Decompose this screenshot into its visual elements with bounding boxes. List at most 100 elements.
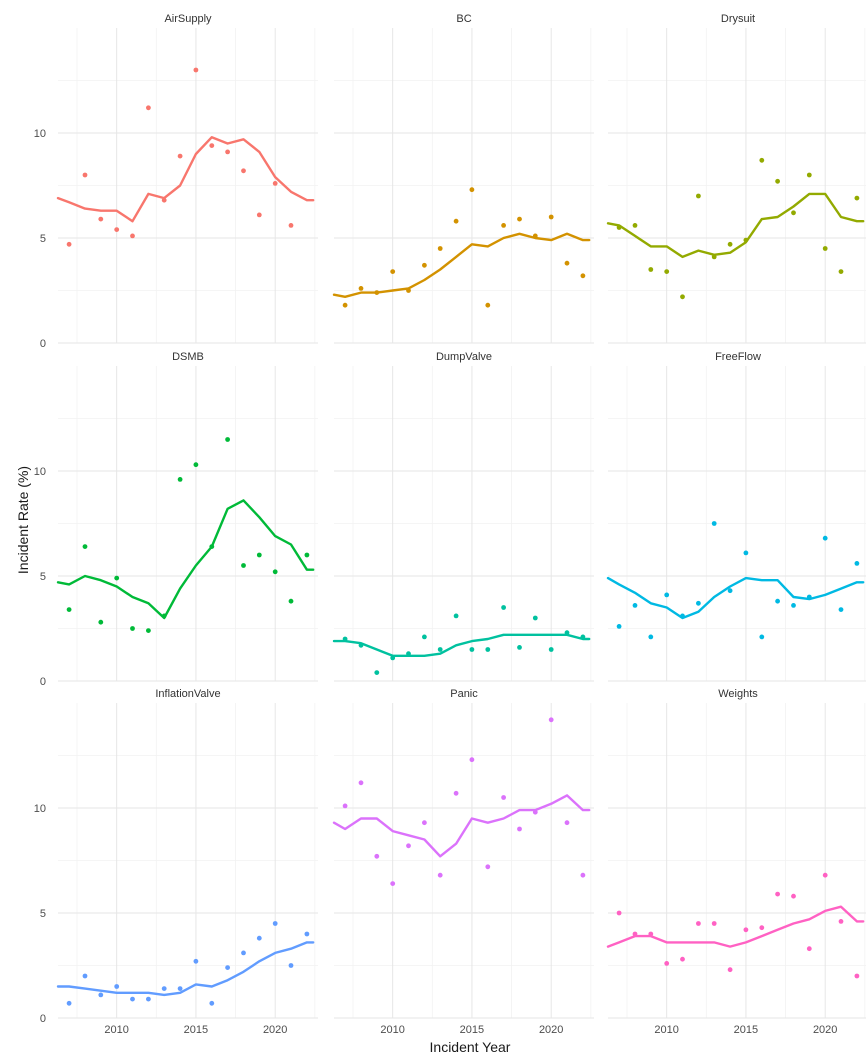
data-point: [66, 1000, 72, 1006]
data-point: [548, 214, 554, 220]
y-tick-label: 5: [40, 908, 46, 920]
x-tick-label: 2010: [104, 1024, 128, 1036]
data-point: [225, 437, 231, 442]
x-tick-label: 2015: [460, 1024, 484, 1036]
data-point: [469, 647, 475, 652]
data-point: [485, 864, 491, 870]
data-point: [130, 996, 135, 1002]
data-point: [374, 290, 380, 295]
trend-line: [332, 633, 591, 657]
data-point: [854, 195, 860, 201]
data-point: [564, 630, 570, 636]
data-point: [854, 973, 860, 979]
data-point: [775, 178, 780, 184]
trend-line: [606, 192, 865, 259]
data-point: [98, 216, 104, 222]
data-point: [680, 613, 685, 619]
panel-weights: Weights 2010 2015 2020: [606, 688, 866, 1036]
panel-inflationvalve: InflationValve 0 5 10 2010 2015 2020: [34, 688, 318, 1036]
data-point: [727, 588, 733, 594]
y-tick-label: 0: [40, 338, 46, 350]
data-point: [146, 105, 151, 111]
data-point: [193, 67, 199, 73]
data-point: [664, 592, 670, 598]
data-point: [485, 647, 491, 652]
data-point: [146, 996, 151, 1002]
data-point: [358, 286, 364, 291]
x-tick-label: 2010: [380, 1024, 404, 1036]
data-point: [838, 607, 844, 612]
x-tick-label: 2020: [539, 1024, 563, 1036]
panel-panic: Panic 2010 2015 2020: [332, 688, 594, 1036]
data-point: [743, 550, 749, 556]
data-point: [225, 965, 231, 970]
data-point: [304, 931, 310, 937]
panel-title: AirSupply: [164, 13, 212, 25]
data-point: [437, 246, 443, 251]
y-tick-label: 10: [34, 803, 46, 815]
y-tick-label: 0: [40, 1013, 46, 1025]
trend-line: [332, 232, 591, 298]
y-tick-label: 5: [40, 571, 46, 583]
data-point: [241, 563, 246, 568]
data-point: [358, 780, 364, 786]
panel-title: FreeFlow: [715, 351, 761, 363]
data-point: [256, 935, 262, 941]
data-point: [209, 1000, 215, 1006]
data-point: [209, 544, 215, 549]
data-point: [406, 651, 411, 657]
y-axis-title: Incident Rate (%): [15, 466, 31, 574]
data-point: [437, 647, 443, 652]
data-point: [256, 552, 262, 558]
data-point: [422, 820, 427, 826]
data-point: [711, 521, 717, 526]
data-point: [390, 881, 396, 886]
data-point: [517, 826, 522, 832]
panel-freeflow: FreeFlow: [606, 351, 866, 682]
data-point: [177, 477, 183, 482]
data-point: [358, 642, 364, 648]
data-point: [806, 946, 812, 952]
data-point: [98, 619, 104, 625]
data-point: [791, 210, 796, 216]
data-point: [114, 227, 120, 233]
x-axis-title: Incident Year: [430, 1039, 511, 1055]
data-point: [453, 218, 459, 224]
data-point: [680, 294, 685, 300]
data-point: [696, 193, 701, 199]
data-point: [759, 157, 765, 163]
data-point: [161, 986, 167, 991]
data-point: [664, 269, 670, 274]
data-point: [727, 967, 733, 973]
data-point: [453, 790, 459, 796]
panel-title: DumpValve: [436, 351, 492, 363]
data-point: [680, 956, 685, 962]
data-point: [114, 575, 120, 581]
data-point: [177, 986, 183, 991]
data-point: [82, 973, 88, 979]
data-point: [696, 600, 701, 606]
data-point: [838, 269, 844, 274]
data-point: [791, 893, 796, 899]
trend-line: [56, 136, 315, 223]
data-point: [822, 535, 828, 541]
panel-title: Weights: [718, 688, 758, 700]
data-point: [648, 931, 654, 937]
x-tick-label: 2015: [734, 1024, 758, 1036]
data-point: [272, 181, 278, 186]
data-point: [288, 223, 294, 228]
data-point: [501, 605, 506, 610]
data-point: [822, 246, 828, 251]
data-point: [822, 872, 828, 878]
data-point: [114, 984, 120, 989]
data-point: [616, 910, 622, 916]
data-point: [648, 267, 654, 272]
data-point: [342, 803, 348, 809]
data-point: [564, 820, 570, 826]
trend-line: [332, 794, 591, 858]
data-point: [288, 598, 294, 604]
panel-title: DSMB: [172, 351, 204, 363]
data-point: [616, 225, 622, 230]
data-point: [161, 613, 167, 619]
